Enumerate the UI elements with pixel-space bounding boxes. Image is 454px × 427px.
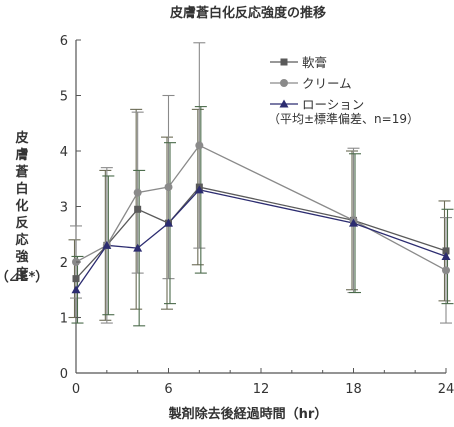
y-tick-label: 6 [60, 34, 68, 49]
x-tick-label: 12 [253, 382, 270, 397]
x-tick-label: 18 [345, 382, 362, 397]
y-axis-label-char: 膚 [15, 147, 28, 163]
data-point [194, 185, 204, 194]
legend-marker [280, 79, 288, 87]
data-point [442, 247, 450, 255]
data-point [442, 266, 450, 275]
x-axis-label: 製剤除去後経過時間（hr） [168, 406, 328, 422]
legend-label: 軟膏 [302, 55, 327, 70]
x-axis-ticks: 0 6 12 18 24 [72, 368, 454, 397]
chart-title: 皮膚蒼白化反応強度の推移 [169, 5, 326, 21]
y-axis-label-char: 強 [15, 249, 28, 265]
x-tick-label: 0 [72, 382, 80, 397]
series-line [75, 144, 447, 271]
error-bars [68, 42, 454, 327]
data-point [72, 275, 80, 283]
y-axis-label-char: 皮 [14, 130, 28, 146]
y-axis-label-char: 応 [15, 232, 28, 248]
x-tick-label: 24 [438, 382, 454, 397]
x-tick-label: 6 [164, 382, 172, 397]
series-lines [75, 144, 447, 291]
data-point [349, 218, 358, 227]
y-axis-label-char: 度 [15, 266, 29, 282]
y-axis-label-char: 化 [15, 198, 28, 214]
y-tick-label: 2 [60, 256, 68, 271]
data-point [164, 183, 173, 192]
y-axis-label-char: 白 [15, 181, 28, 197]
legend-marker [280, 58, 288, 66]
data-point [102, 240, 112, 249]
legend-label: クリーム [302, 76, 352, 91]
legend-note: （平均±標準偏差、n=19） [268, 111, 419, 126]
data-point [133, 188, 142, 197]
y-axis-label: 皮膚蒼白化反応強度 [14, 130, 29, 282]
y-tick-label: 5 [60, 90, 68, 105]
data-point [164, 218, 173, 227]
y-axis-ticks: 0 1 2 3 4 5 6 [60, 34, 81, 382]
y-axis-label-char: 蒼 [15, 164, 28, 180]
plot-frame [75, 40, 446, 374]
legend-marker [279, 99, 289, 108]
y-axis-label-char: 反 [15, 215, 28, 231]
series-markers [71, 141, 451, 294]
y-axis-unit: （⊿E*） [0, 269, 48, 285]
data-point [133, 243, 143, 252]
legend-label: ローション [302, 97, 364, 112]
data-point [134, 205, 142, 213]
data-point [441, 251, 451, 260]
y-tick-label: 0 [60, 367, 68, 382]
series-line [75, 186, 447, 280]
y-tick-label: 3 [60, 201, 68, 216]
data-point [195, 141, 204, 150]
data-point [71, 285, 81, 294]
y-tick-label: 4 [60, 145, 68, 160]
y-tick-label: 1 [60, 312, 68, 327]
